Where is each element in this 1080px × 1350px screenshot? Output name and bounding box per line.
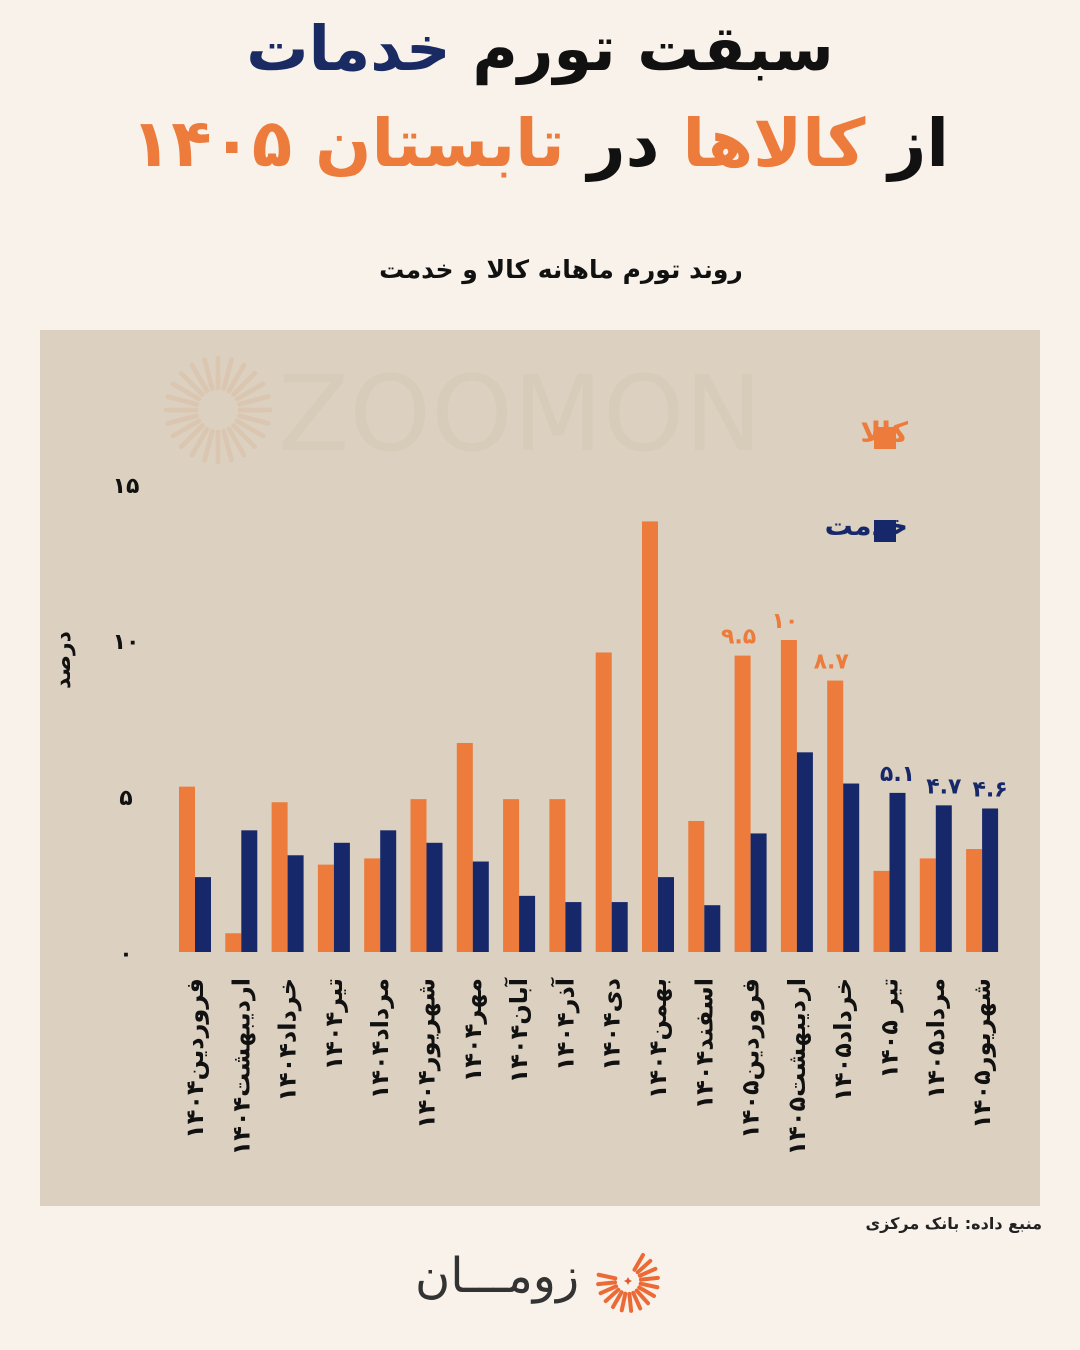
bar-services (704, 905, 721, 952)
y-tick-label: ۰ (119, 942, 132, 967)
x-tick-label: مهر۱۴۰۴ (459, 978, 487, 1082)
bar-services (380, 830, 397, 952)
bar-services (982, 808, 999, 952)
title-highlight-goods: کالاها (682, 105, 866, 182)
x-tick-label: تیر۱۴۰۴ (320, 978, 348, 1070)
bar-services (611, 902, 628, 952)
bar-services (195, 877, 211, 952)
page-title-line-1: سبقت تورم خدمات (0, 12, 1080, 85)
brand-logo: زومـــان (415, 1240, 665, 1320)
bar-services (519, 895, 536, 952)
bar-services (935, 805, 952, 952)
chart-area: ZOOMON ۰ ۵ ۱۰ ۱۵ ۹.۵ ۱۰ ۸.۷ ۵.۱ ۴.۷ ۴.۶ فروردین۱… (40, 330, 1040, 1206)
bar-services (843, 783, 860, 952)
bar-goods (549, 799, 566, 952)
x-tick-label: خرداد۱۴۰۴ (274, 978, 302, 1102)
page-title-line-2: از کالاها در تابستان ۱۴۰۵ (0, 105, 1080, 182)
bar-goods (688, 820, 705, 952)
x-tick-label: دی۱۴۰۴ (598, 978, 626, 1071)
bar-goods (966, 849, 983, 952)
bar-goods (364, 858, 381, 952)
title-text-1: سبقت تورم (472, 12, 834, 85)
bar-goods (595, 652, 612, 952)
bar-services (426, 842, 443, 952)
bar-services (658, 877, 674, 952)
bar-services (889, 792, 906, 952)
x-axis: فروردین۱۴۰۴ اردیبهشت۱۴۰۴ خرداد۱۴۰۴ تیر۱۴۰۴ م… (181, 977, 996, 1155)
y-axis: ۰ ۵ ۱۰ ۱۵ (113, 474, 140, 967)
legend-services-label: خدمت (825, 509, 908, 542)
bar-services (241, 830, 258, 952)
data-label: ۴.۷ (926, 774, 962, 799)
bars (179, 521, 999, 952)
legend: کالا خدمت (825, 416, 909, 542)
x-tick-label: تیر ۱۴۰۵ (876, 978, 904, 1079)
sun-logo-icon (596, 1253, 660, 1313)
x-tick-label: اردیبهشت۱۴۰۵ (783, 978, 811, 1155)
bar-services (796, 752, 813, 952)
bar-goods (225, 933, 242, 952)
data-labels: ۹.۵ ۱۰ ۸.۷ ۵.۱ ۴.۷ ۴.۶ (721, 609, 1008, 802)
y-axis-label: درصد (51, 631, 76, 689)
bar-goods (734, 655, 751, 952)
x-tick-label: فروردین۱۴۰۴ (181, 978, 209, 1139)
bar-goods (410, 799, 427, 952)
bar-goods (503, 799, 520, 952)
x-tick-label: بهمن۱۴۰۴ (644, 978, 672, 1099)
bar-services (565, 902, 582, 952)
data-label: ۸.۷ (814, 650, 850, 675)
x-tick-label: شهریور۱۴۰۵ (968, 978, 996, 1129)
brand-name: زومـــان (415, 1248, 580, 1304)
watermark-text: ZOOMON (278, 353, 762, 475)
bar-goods (317, 864, 334, 952)
data-label: ۹.۵ (721, 625, 756, 650)
y-tick-label: ۱۰ (113, 630, 140, 655)
y-tick-label: ۱۵ (113, 474, 140, 499)
bar-services (750, 833, 767, 952)
bar-services (472, 861, 489, 952)
legend-goods-swatch (874, 427, 896, 449)
chart-svg: ZOOMON ۰ ۵ ۱۰ ۱۵ ۹.۵ ۱۰ ۸.۷ ۵.۱ ۴.۷ ۴.۶ فروردین۱… (51, 353, 1008, 1155)
bar-goods (780, 640, 797, 952)
data-label: ۵.۱ (880, 762, 915, 787)
x-tick-label: مرداد۱۴۰۴ (366, 978, 394, 1099)
bar-goods (642, 521, 658, 952)
x-tick-label: مرداد۱۴۰۵ (922, 978, 950, 1099)
x-tick-label: شهریور۱۴۰۴ (413, 978, 441, 1129)
y-tick-label: ۵ (119, 786, 132, 811)
bar-services (287, 855, 304, 952)
data-label: ۱۰ (771, 609, 798, 634)
x-tick-label: فروردین۱۴۰۵ (737, 978, 765, 1139)
watermark: ZOOMON (163, 353, 762, 475)
legend-goods-label: کالا (860, 416, 908, 449)
legend-services-swatch (874, 520, 896, 542)
title-text-2: از (888, 105, 949, 182)
bar-goods (271, 802, 288, 952)
x-tick-label: اسفند۱۴۰۴ (690, 978, 718, 1109)
bar-goods (179, 786, 195, 952)
bar-goods (827, 680, 844, 952)
source-note: منبع داده: بانک مرکزی (865, 1214, 1042, 1233)
x-tick-label: آذر۱۴۰۴ (550, 977, 579, 1071)
chart-title: روند تورم ماهانه کالا و خدمت (379, 255, 743, 284)
title-highlight-services: خدمات (246, 12, 451, 85)
bar-goods (456, 742, 473, 952)
sun-logo-watermark-icon (163, 355, 273, 465)
x-tick-label: اردیبهشت۱۴۰۴ (227, 978, 255, 1155)
x-tick-label: خرداد۱۴۰۵ (829, 978, 857, 1102)
title-text-3: در (587, 105, 660, 182)
bar-goods (919, 858, 936, 952)
data-label: ۴.۶ (972, 777, 1007, 802)
bar-goods (873, 870, 890, 952)
bar-services (333, 842, 350, 952)
x-tick-label: آبان۱۴۰۴ (504, 977, 533, 1083)
title-highlight-period: تابستان ۱۴۰۵ (131, 105, 565, 182)
